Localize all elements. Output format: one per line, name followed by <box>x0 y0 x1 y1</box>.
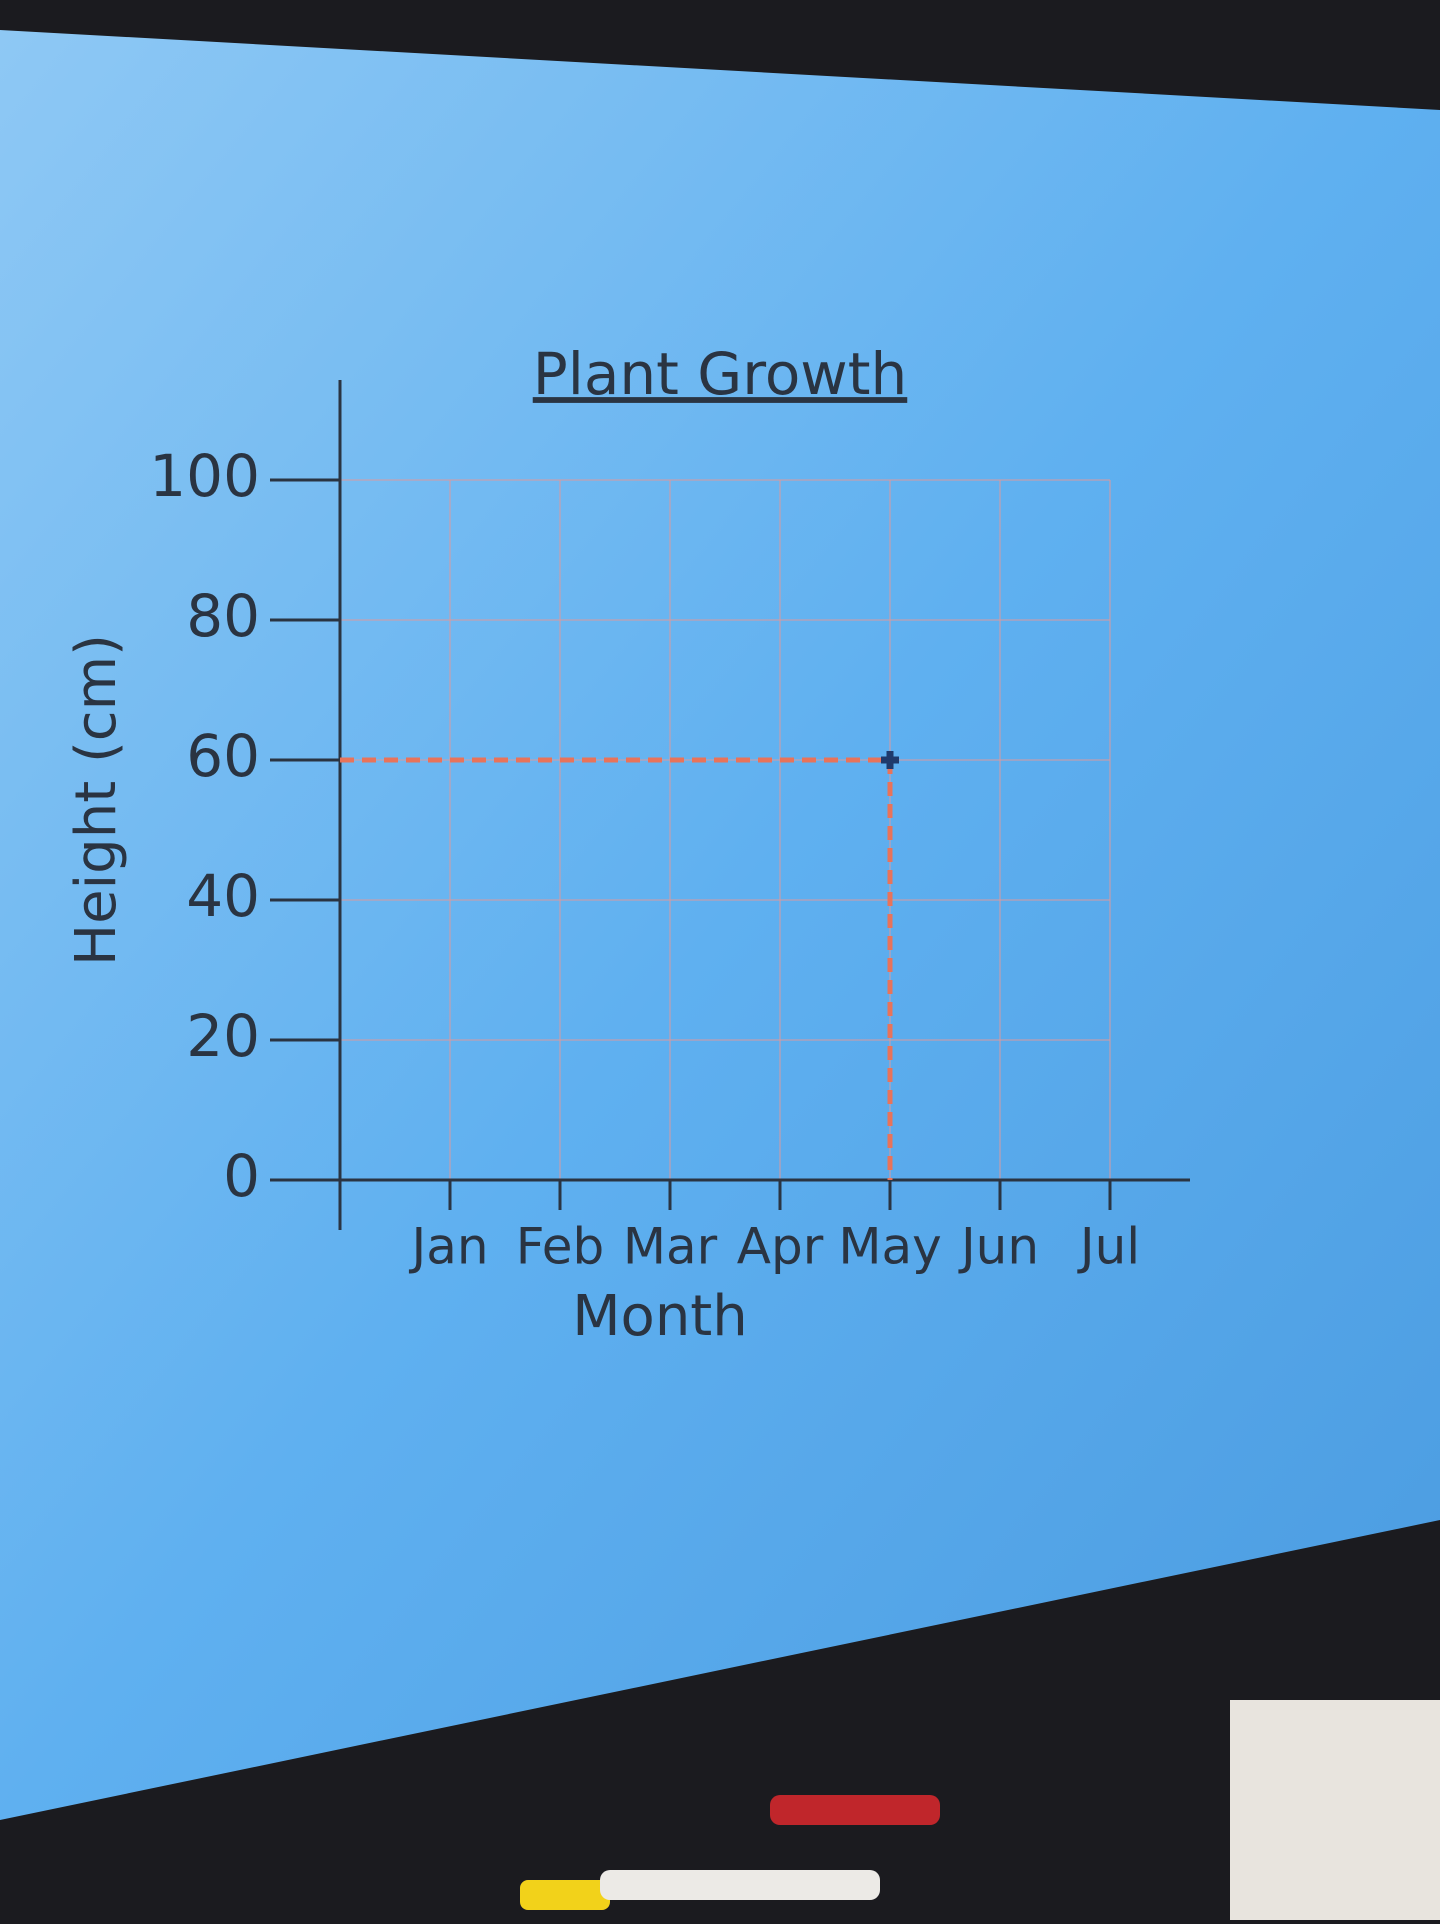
y-tick-label: 40 <box>186 862 260 930</box>
y-tick-label: 60 <box>186 722 260 790</box>
y-axis-label: Height (cm) <box>64 634 129 966</box>
y-tick-label: 100 <box>149 442 260 510</box>
x-tick-label: Jan <box>408 1218 488 1276</box>
point <box>881 751 899 769</box>
x-tick-label: Mar <box>623 1218 718 1276</box>
y-tick-label: 0 <box>223 1142 260 1210</box>
x-tick-label: Apr <box>737 1218 824 1276</box>
marker <box>520 1880 610 1910</box>
y-tick-label: 80 <box>186 582 260 650</box>
y-tick-label: 20 <box>186 1002 260 1070</box>
x-tick-label: May <box>838 1218 941 1276</box>
wall <box>1230 1700 1440 1920</box>
x-tick-label: Jun <box>958 1218 1039 1276</box>
x-tick-label: Jul <box>1077 1218 1140 1276</box>
screen <box>0 30 1440 1820</box>
chart-title: Plant Growth <box>533 340 908 408</box>
x-tick-label: Feb <box>516 1218 605 1276</box>
marker <box>770 1795 940 1825</box>
marker <box>600 1870 880 1900</box>
x-axis-label: Month <box>572 1284 748 1349</box>
